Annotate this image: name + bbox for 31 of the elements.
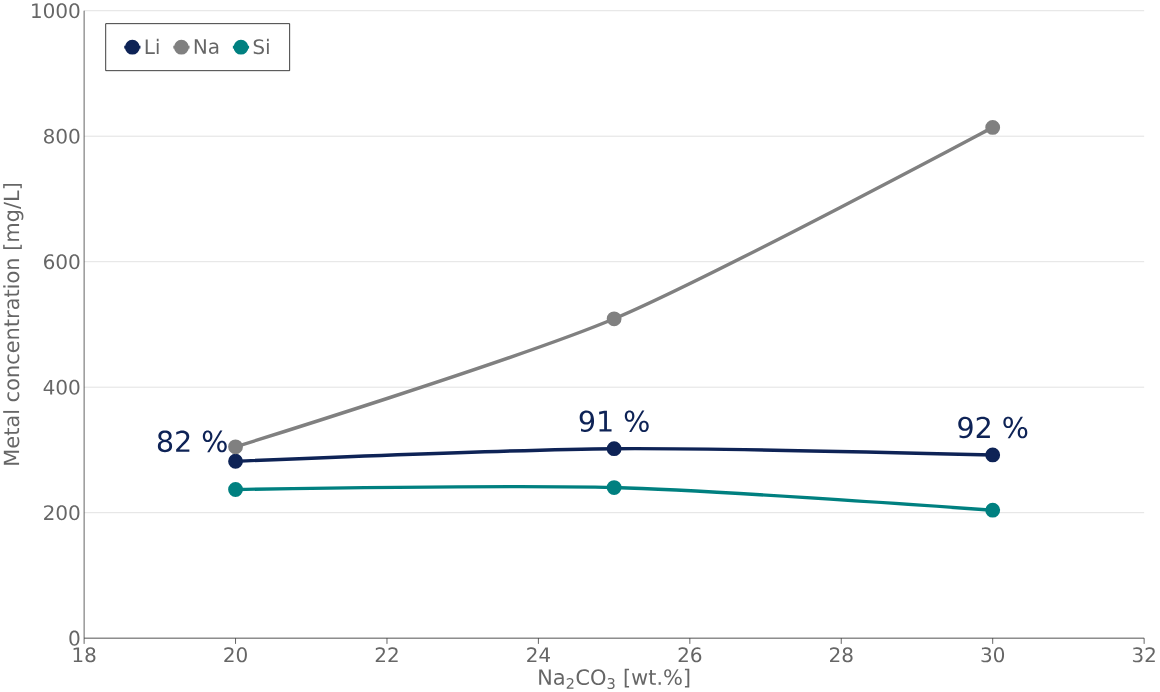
annotation: 92 %: [958, 416, 1028, 439]
x-tick-label: 18: [73, 647, 96, 663]
point: [985, 119, 1001, 135]
legend-label: Na: [194, 39, 219, 54]
point: [228, 439, 243, 455]
legend-label: Si: [253, 38, 269, 55]
x-tick-label: 24: [527, 647, 550, 662]
point: [985, 447, 1001, 463]
point: [606, 441, 622, 456]
y-tick-label: 0: [69, 630, 80, 646]
x-tick-label: 20: [224, 647, 247, 663]
x-tick-label: 30: [981, 647, 1005, 663]
y-tick-label: 1000: [32, 3, 80, 19]
point: [228, 481, 243, 497]
point: [606, 311, 622, 327]
x-axis-title: Na$_{2}$CO$_{3}$ [wt.%]: [539, 668, 690, 689]
x-tick-label: 28: [830, 647, 853, 663]
y-tick-label: 800: [44, 128, 80, 144]
annotation: 82 %: [157, 430, 227, 453]
point: [985, 502, 1001, 518]
annotation: 91 %: [579, 410, 649, 432]
x-tick-label: 32: [1132, 647, 1155, 663]
y-tick-label: 400: [43, 379, 80, 395]
x-tick-label: 22: [375, 647, 398, 662]
point: [606, 480, 622, 495]
x-tick-label: 26: [678, 647, 702, 663]
legend-label: Li: [145, 38, 159, 54]
y-tick-label: 200: [44, 505, 80, 521]
y-axis-title: Metal concentration [mg/L]: [3, 183, 24, 465]
point: [228, 453, 243, 469]
y-tick-label: 600: [44, 254, 80, 270]
